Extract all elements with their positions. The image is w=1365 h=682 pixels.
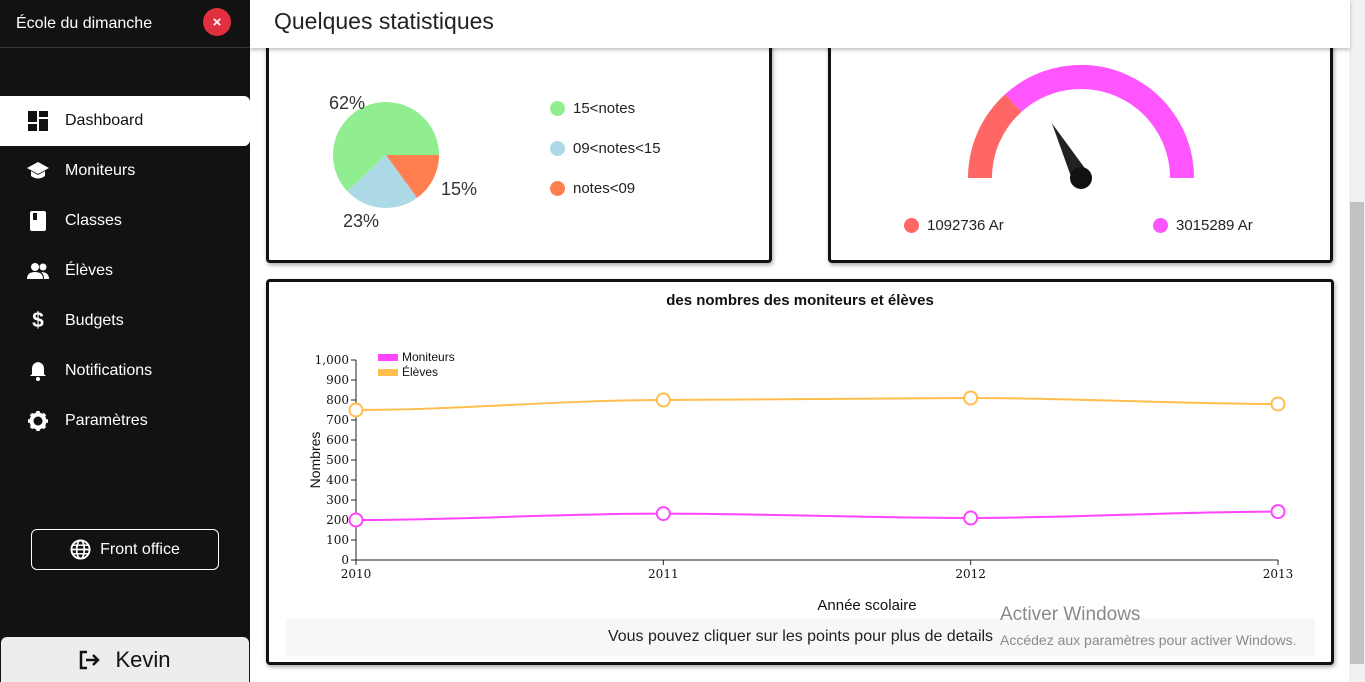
sidebar-item-parametres[interactable]: Paramètres	[0, 396, 250, 446]
dollar-icon: $	[32, 309, 44, 332]
sidebar-item-dashboard[interactable]: Dashboard	[0, 96, 250, 146]
sidebar-item-label: Notifications	[65, 362, 153, 379]
pie-legend-item: 15<notes	[550, 100, 635, 117]
data-point[interactable]	[348, 402, 364, 418]
y-axis-label: Nombres	[307, 432, 323, 489]
bell-icon	[26, 359, 50, 383]
scrollbar-thumb[interactable]	[1350, 202, 1364, 664]
x-tick-label: 2011	[648, 567, 679, 581]
sidebar-item-label: Classes	[65, 212, 122, 229]
sidebar-item-moniteurs[interactable]: Moniteurs	[0, 146, 250, 196]
y-tick-label: 100	[326, 533, 349, 547]
legend-label: 1092736 Ar	[927, 217, 1004, 234]
x-tick-label: 2012	[955, 567, 986, 581]
legend-dot	[550, 181, 565, 196]
gauge-arc-red	[968, 94, 1022, 179]
legend-swatch	[378, 369, 398, 376]
legend-label: 15<notes	[573, 100, 636, 117]
legend-dot	[1153, 218, 1168, 233]
x-tick-label: 2013	[1263, 567, 1294, 581]
gauge-chart	[968, 65, 1194, 189]
dashboard-icon	[26, 109, 50, 133]
y-tick-label: 300	[326, 493, 349, 507]
pie-legend-item: notes<09	[550, 180, 635, 197]
x-axis-label: Année scolaire	[817, 597, 916, 612]
y-tick-label: 400	[326, 473, 349, 487]
pie-chart-card: 62% 23% 15% 15<notes 09<notes<15 notes<0…	[266, 30, 772, 263]
legend-label: notes<09	[573, 180, 636, 197]
logout-icon	[80, 650, 101, 669]
close-icon[interactable]: ×	[203, 8, 231, 36]
y-tick-label: 900	[326, 373, 349, 387]
sidebar-header: École du dimanche ×	[0, 0, 250, 48]
legend-dot	[904, 218, 919, 233]
data-point[interactable]	[655, 392, 671, 408]
chart-title: des nombres des moniteurs et élèves	[666, 292, 934, 309]
gauge-card: 1092736 Ar 3015289 Ar	[828, 30, 1333, 263]
legend-label: Moniteurs	[402, 350, 455, 364]
pie-slice-orange[interactable]	[386, 155, 439, 198]
vertical-scrollbar[interactable]	[1349, 0, 1365, 682]
data-point[interactable]	[348, 512, 364, 528]
pie-slice-green[interactable]	[333, 101, 439, 192]
y-tick-label: 1,000	[315, 353, 349, 367]
people-icon	[26, 259, 50, 283]
pie-label-orange: 15%	[441, 179, 477, 199]
sidebar-item-label: Dashboard	[65, 112, 144, 129]
legend-label: 09<notes<15	[573, 140, 661, 157]
user-name: Kevin	[115, 646, 171, 672]
sidebar-item-notifications[interactable]: Notifications	[0, 346, 250, 396]
gauge-legend-item: 3015289 Ar	[1153, 217, 1253, 234]
pie-chart: 62% 23% 15%	[329, 93, 477, 231]
y-tick-label: 200	[326, 513, 349, 527]
legend-label: 3015289 Ar	[1176, 217, 1253, 234]
gauge-arc-magenta	[1005, 65, 1194, 179]
y-tick-label: 700	[326, 413, 349, 427]
pie-legend-item: 09<notes<15	[550, 140, 661, 157]
legend-label: Élèves	[402, 364, 438, 379]
x-tick-label: 2010	[341, 567, 372, 581]
sidebar-item-eleves[interactable]: Élèves	[0, 246, 250, 296]
pie-label-blue: 23%	[343, 211, 379, 231]
sidebar-item-label: Paramètres	[65, 412, 148, 429]
top-header: Quelques statistiques	[250, 0, 1350, 48]
globe-icon	[70, 539, 91, 560]
data-point[interactable]	[963, 390, 979, 406]
front-office-label: Front office	[100, 540, 180, 558]
line-chart: 0 100 200 300 400 500 600 700 800 900 1,000 2010 201…	[307, 350, 1294, 612]
series-line-eleves	[355, 396, 1279, 411]
data-point[interactable]	[655, 506, 671, 522]
pie-slice-blue[interactable]	[347, 155, 418, 208]
line-chart-card: des nombres des moniteurs et élèves 0 100…	[266, 279, 1334, 665]
series-line-moniteurs	[355, 510, 1279, 521]
sidebar: École du dimanche × Dashboard Moniteurs …	[0, 0, 250, 682]
data-point[interactable]	[1270, 396, 1286, 412]
sidebar-item-label: Élèves	[65, 262, 114, 279]
sidebar-nav: Dashboard Moniteurs Classes Élèves $ Bud…	[0, 96, 250, 446]
logout-button[interactable]: Kevin	[1, 637, 249, 682]
sidebar-item-label: Budgets	[65, 312, 124, 329]
sidebar-item-budgets[interactable]: $ Budgets	[0, 296, 250, 346]
chart-hint: Vous pouvez cliquer sur les points pour …	[286, 618, 1315, 656]
legend-dot	[550, 101, 565, 116]
legend-swatch	[378, 354, 398, 361]
sidebar-item-label: Moniteurs	[65, 162, 136, 179]
app-title: École du dimanche	[16, 14, 153, 32]
legend-dot	[550, 141, 565, 156]
pie-label-green: 62%	[329, 93, 365, 113]
front-office-button[interactable]: Front office	[31, 529, 219, 570]
gauge-needle-hub	[1070, 167, 1092, 189]
sidebar-item-classes[interactable]: Classes	[0, 196, 250, 246]
book-icon	[26, 209, 50, 233]
data-point[interactable]	[1270, 504, 1286, 520]
y-tick-label: 0	[341, 553, 349, 567]
data-point[interactable]	[963, 510, 979, 526]
gauge-legend-item: 1092736 Ar	[904, 217, 1004, 234]
y-tick-label: 500	[326, 453, 349, 467]
gear-icon	[26, 409, 50, 433]
y-tick-label: 800	[326, 393, 349, 407]
school-icon	[26, 159, 50, 183]
page-title: Quelques statistiques	[274, 8, 494, 34]
y-tick-label: 600	[326, 433, 349, 447]
